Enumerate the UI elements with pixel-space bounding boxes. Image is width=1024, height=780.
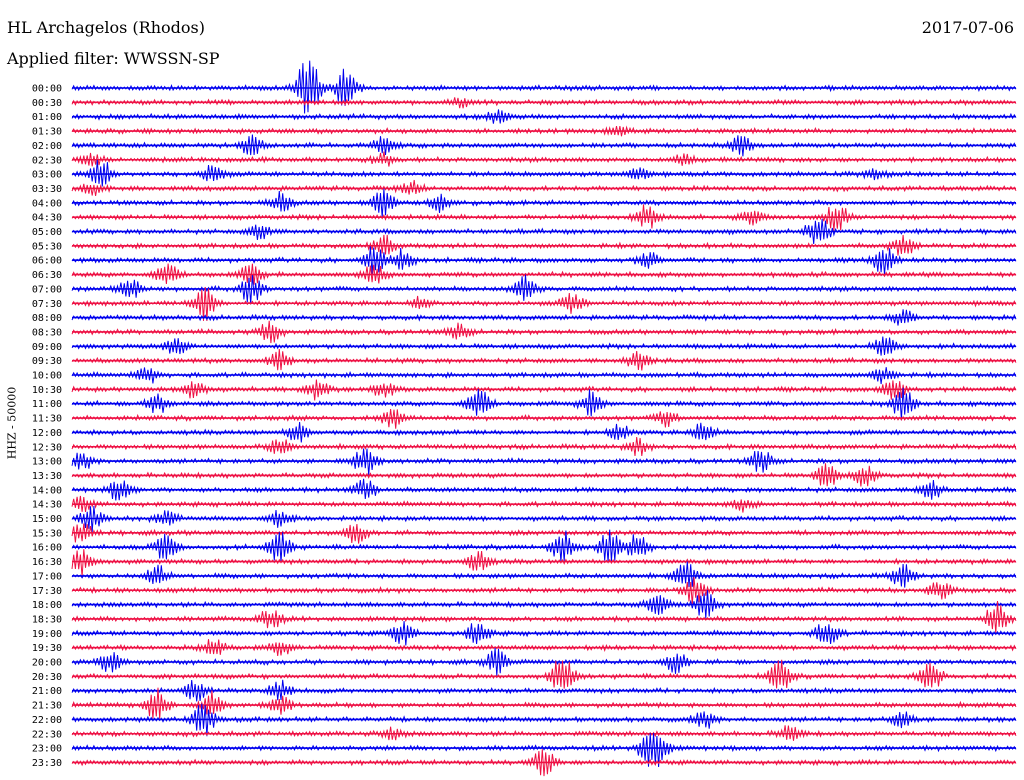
time-tick-label: 19:30 — [32, 643, 62, 654]
trace-row — [71, 549, 1017, 578]
time-tick-label: 02:00 — [32, 141, 62, 152]
time-tick-label: 21:00 — [32, 686, 62, 697]
time-tick-label: 06:00 — [32, 256, 62, 267]
time-tick-label: 03:00 — [32, 170, 62, 181]
time-tick-label: 12:00 — [32, 428, 62, 439]
trace-row — [71, 561, 1017, 588]
time-tick-label: 13:00 — [32, 457, 62, 468]
station-title: HL Archagelos (Rhodos) — [7, 18, 205, 37]
time-tick-label: 22:00 — [32, 715, 62, 726]
time-tick-label: 04:30 — [32, 213, 62, 224]
time-tick-label: 11:30 — [32, 414, 62, 425]
trace-row — [71, 349, 1017, 371]
time-tick-label: 21:30 — [32, 701, 62, 712]
trace-row — [71, 159, 1017, 187]
time-tick-label: 07:00 — [32, 284, 62, 295]
time-tick-label: 10:30 — [32, 385, 62, 396]
trace-row — [71, 60, 1017, 114]
time-tick-label: 05:30 — [32, 241, 62, 252]
time-tick-label: 14:30 — [32, 500, 62, 511]
time-tick-label: 12:30 — [32, 442, 62, 453]
time-tick-label: 01:30 — [32, 127, 62, 138]
time-tick-label: 09:30 — [32, 356, 62, 367]
time-tick-label: 04:00 — [32, 198, 62, 209]
time-tick-label: 22:30 — [32, 729, 62, 740]
time-tick-label: 11:00 — [32, 399, 62, 410]
time-tick-label: 01:00 — [32, 112, 62, 123]
time-tick-label: 13:30 — [32, 471, 62, 482]
time-tick-label: 03:30 — [32, 184, 62, 195]
time-tick-label: 15:00 — [32, 514, 62, 525]
trace-row — [71, 679, 1017, 702]
time-tick-label: 08:30 — [32, 327, 62, 338]
trace-row — [71, 448, 1017, 476]
time-tick-label: 23:30 — [32, 758, 62, 769]
time-tick-label: 20:00 — [32, 658, 62, 669]
record-date: 2017-07-06 — [921, 18, 1014, 37]
time-tick-label: 09:00 — [32, 342, 62, 353]
time-tick-label: 02:30 — [32, 155, 62, 166]
time-tick-label: 07:30 — [32, 299, 62, 310]
time-tick-label: 16:00 — [32, 543, 62, 554]
time-tick-label: 10:00 — [32, 371, 62, 382]
time-tick-label: 23:00 — [32, 744, 62, 755]
time-tick-label: 08:00 — [32, 313, 62, 324]
filter-label: Applied filter: WWSSN-SP — [7, 49, 220, 68]
time-tick-label: 19:00 — [32, 629, 62, 640]
time-tick-label: 18:30 — [32, 614, 62, 625]
time-tick-label: 06:30 — [32, 270, 62, 281]
time-tick-label: 17:30 — [32, 586, 62, 597]
time-tick-label: 14:00 — [32, 485, 62, 496]
time-tick-label: 16:30 — [32, 557, 62, 568]
time-tick-label: 00:00 — [32, 84, 62, 95]
time-tick-label: 17:00 — [32, 571, 62, 582]
trace-row — [71, 576, 1017, 606]
time-tick-label: 05:00 — [32, 227, 62, 238]
trace-row — [71, 409, 1017, 429]
time-tick-label: 15:30 — [32, 528, 62, 539]
time-tick-label: 18:00 — [32, 600, 62, 611]
time-tick-label: 20:30 — [32, 672, 62, 683]
time-tick-label: 00:30 — [32, 98, 62, 109]
